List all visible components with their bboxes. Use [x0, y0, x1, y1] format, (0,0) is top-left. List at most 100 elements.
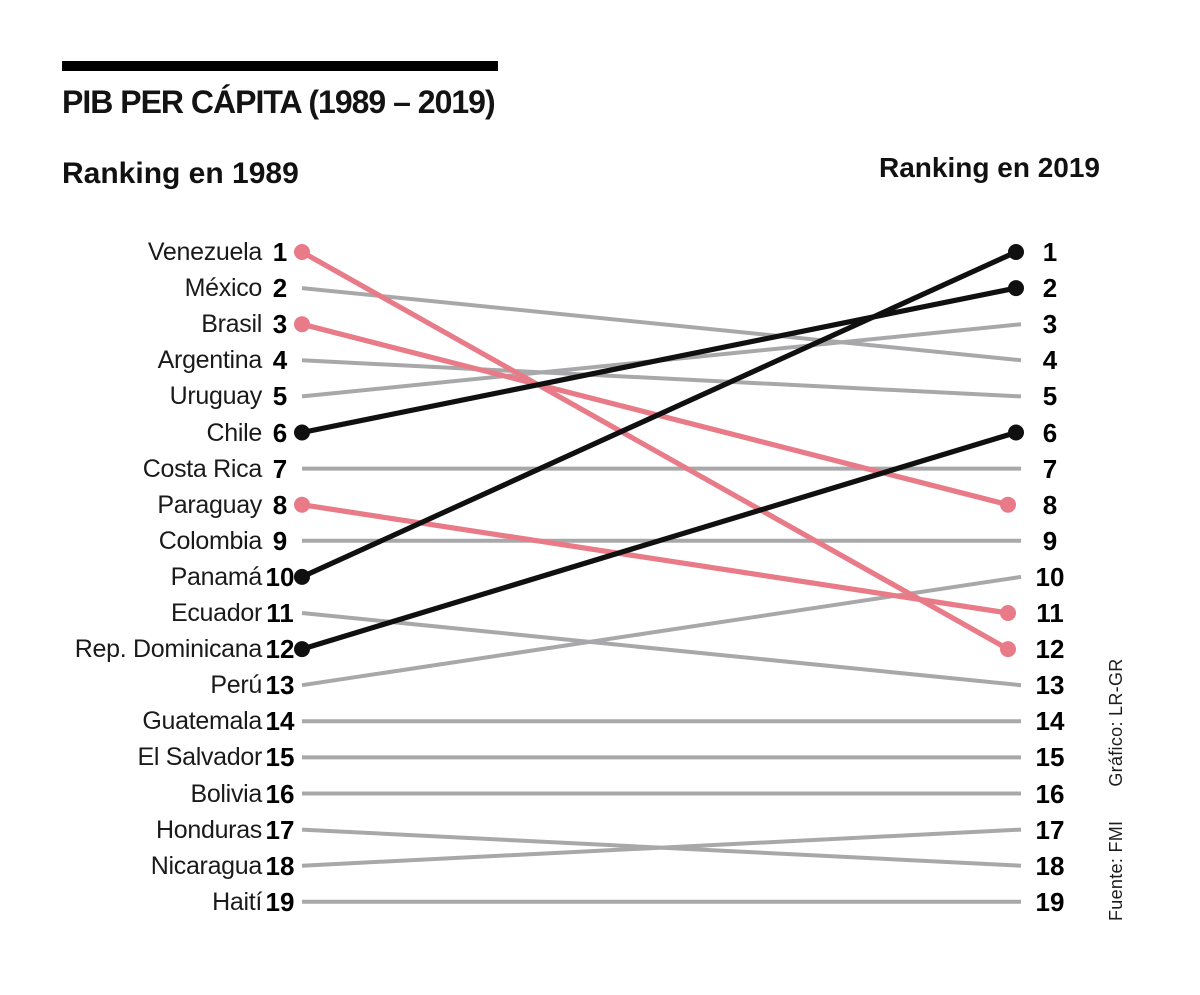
rank-1989-value: 5: [272, 380, 288, 411]
rank-2019-value: 7: [1042, 454, 1058, 484]
country-row: Paraguay 8: [0, 487, 298, 523]
endpoint-dot: [294, 568, 310, 585]
endpoint-dot: [1008, 244, 1024, 260]
rank-1989-value: 3: [272, 308, 288, 339]
rank-2019-value: 4: [1042, 345, 1058, 375]
country-row: Guatemala 14: [0, 703, 298, 739]
credit-text: Gráfico: LR-GR: [1106, 658, 1126, 787]
country-row: Brasil 3: [0, 306, 298, 342]
country-row: El Salvador 15: [0, 739, 298, 775]
rank-1989-value: 18: [265, 850, 295, 881]
rank-1989-value: 15: [265, 741, 295, 772]
left-column-header: Ranking en 1989: [62, 157, 299, 190]
endpoint-dot: [1000, 605, 1016, 621]
rank-2019-value: 1: [1042, 237, 1058, 267]
country-row: Venezuela 1: [0, 234, 298, 270]
country-name: Paraguay: [157, 490, 262, 519]
rank-2019-value: 6: [1042, 418, 1058, 448]
country-row: Nicaragua 18: [0, 848, 298, 884]
country-row: Uruguay 5: [0, 378, 298, 414]
rank-2019-value: 19: [1035, 887, 1065, 917]
rank-2019-value: 14: [1035, 706, 1065, 736]
rank-2019-value: 17: [1035, 815, 1065, 845]
country-row: Panamá 10: [0, 559, 298, 595]
country-name: Venezuela: [147, 237, 262, 266]
rank-1989-value: 17: [265, 814, 295, 845]
rank-2019-value: 18: [1035, 851, 1065, 881]
country-row: Honduras 17: [0, 812, 298, 848]
rank-1989-value: 6: [272, 417, 288, 448]
country-name: Argentina: [157, 345, 263, 374]
country-row: Costa Rica 7: [0, 451, 298, 487]
chart-title: PIB PER CÁPITA (1989 – 2019): [62, 84, 496, 120]
rank-2019-value: 2: [1042, 273, 1058, 303]
source-text: Fuente: FMI: [1106, 820, 1126, 921]
slope-line: [301, 286, 1022, 363]
country-row: México 2: [0, 270, 298, 306]
rank-1989-value: 10: [265, 561, 295, 592]
slope-line: [301, 502, 1009, 616]
rank-2019-value: 9: [1042, 526, 1058, 556]
rank-2019-value: 11: [1036, 598, 1064, 628]
country-name: Rep. Dominicana: [74, 634, 263, 663]
rank-1989-value: 12: [265, 633, 295, 664]
rank-2019-value: 5: [1042, 381, 1058, 411]
country-name: Perú: [210, 670, 262, 699]
rank-1989-value: 19: [265, 886, 295, 917]
rank-1989-value: 16: [265, 778, 295, 809]
rank-1989-value: 14: [265, 705, 295, 736]
rank-1989-value: 11: [266, 597, 294, 628]
country-name: Nicaragua: [150, 851, 263, 880]
slope-line: [301, 430, 1017, 652]
country-name: Chile: [206, 418, 263, 447]
endpoint-dot: [294, 641, 310, 658]
slope-line: [301, 827, 1022, 868]
slope-line: [300, 249, 1018, 580]
endpoint-dot: [294, 496, 310, 513]
country-row: Chile 6: [0, 415, 298, 451]
endpoint-dot: [1000, 496, 1016, 513]
country-name: El Salvador: [137, 742, 262, 771]
endpoint-dot: [294, 424, 310, 441]
rank-2019-value: 3: [1042, 309, 1058, 339]
rank-1989-value: 9: [272, 525, 288, 556]
country-name: Haití: [212, 887, 262, 916]
country-name: Panamá: [170, 562, 263, 591]
country-name: Bolivia: [190, 779, 262, 808]
country-name: México: [184, 273, 263, 302]
right-column-header: Ranking en 2019: [879, 152, 1100, 183]
source-credit: Fuente: FMI Gráfico: LR-GR: [1106, 658, 1127, 921]
rank-2019-value: 15: [1035, 742, 1065, 772]
rank-1989-value: 13: [265, 669, 295, 700]
rank-1989-value: 2: [272, 272, 288, 303]
rank-2019-value: 10: [1035, 562, 1065, 592]
slope-line: [300, 249, 1010, 652]
country-name: Colombia: [158, 526, 263, 555]
title-rule: [62, 61, 498, 71]
country-row: Rep. Dominicana 12: [0, 631, 298, 667]
country-row: Bolivia 16: [0, 776, 298, 812]
slope-line: [301, 611, 1022, 688]
slope-line: [301, 285, 1017, 436]
country-name: Uruguay: [169, 381, 263, 410]
country-row: Haití 19: [0, 884, 298, 920]
rank-2019-value: 8: [1042, 490, 1058, 520]
country-row: Colombia 9: [0, 523, 298, 559]
country-row: Perú 13: [0, 667, 298, 703]
country-row: Argentina 4: [0, 342, 298, 378]
rank-1989-value: 8: [272, 489, 288, 520]
endpoint-dot: [1000, 641, 1016, 658]
country-name: Guatemala: [142, 706, 262, 735]
endpoint-dot: [294, 316, 310, 333]
rank-1989-value: 7: [272, 453, 288, 484]
country-row: Ecuador 11: [0, 595, 298, 631]
endpoint-dot: [1008, 424, 1024, 441]
rank-1989-value: 1: [272, 236, 288, 267]
endpoint-dot: [1008, 280, 1024, 297]
rank-2019-value: 12: [1035, 634, 1065, 664]
country-name: Honduras: [156, 815, 262, 844]
slope-line: [301, 358, 1022, 399]
endpoint-dot: [294, 244, 310, 260]
